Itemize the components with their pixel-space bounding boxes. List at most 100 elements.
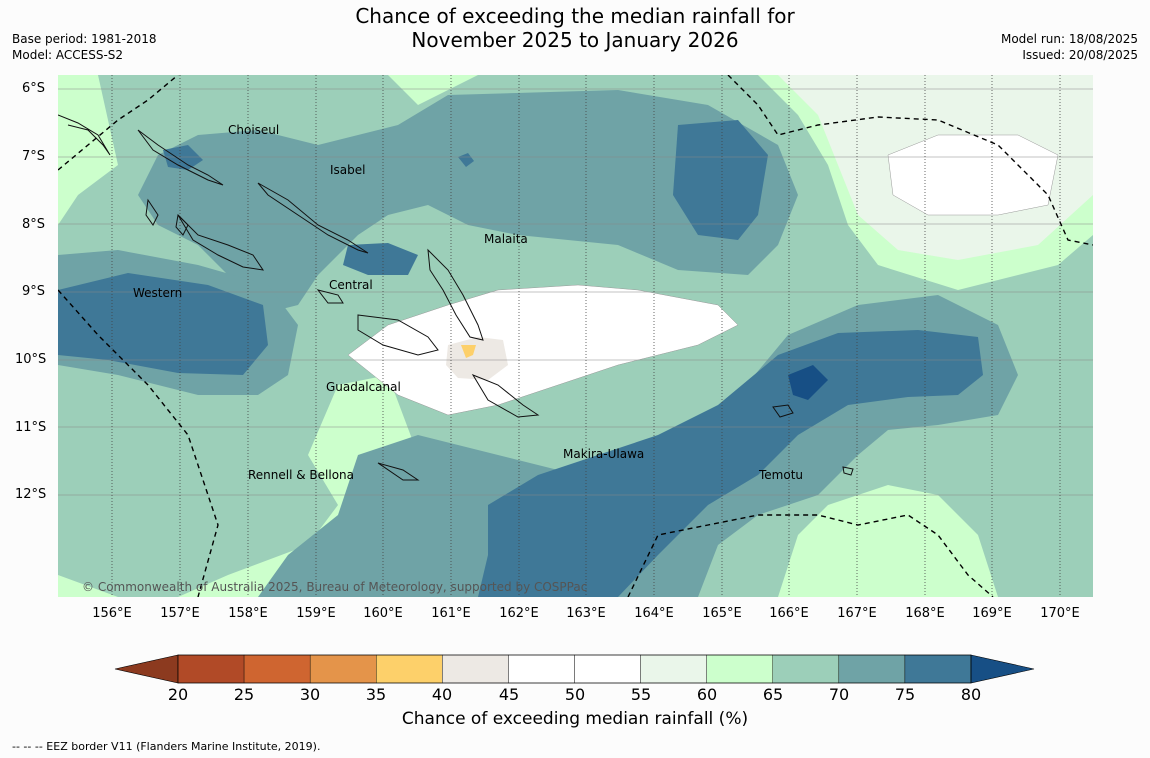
nggela-island [316, 289, 344, 304]
kolombangara-island [175, 213, 189, 236]
lon-label-167e: 167°E [837, 606, 877, 621]
meta-left: Base period: 1981-2018 Model: ACCESS-S2 [12, 31, 157, 63]
colorbar-segment [243, 654, 311, 684]
new-georgia-island [177, 214, 265, 271]
lon-label-170e: 170°E [1040, 606, 1080, 621]
colorbar-tick-70: 70 [828, 685, 850, 704]
colorbar-tick-55: 55 [630, 685, 652, 704]
title-line-1: Chance of exceeding the median rainfall … [355, 4, 795, 28]
colorbar-tick-75: 75 [894, 685, 916, 704]
contour-45-55 [348, 285, 738, 415]
colorbar-tick-50: 50 [564, 685, 586, 704]
lat-label-8s: 8°S [22, 217, 46, 232]
colorbar-above-arrow [970, 654, 1035, 684]
colorbar-segment [309, 654, 377, 684]
contour-40-45 [446, 337, 508, 380]
model-text: Model: ACCESS-S2 [12, 48, 124, 62]
colorbar-segment [442, 654, 509, 684]
contour-above-80 [788, 365, 828, 400]
copyright-text: © Commonwealth of Australia 2025, Bureau… [82, 580, 588, 594]
chart-title: Chance of exceeding the median rainfall … [0, 4, 1150, 52]
place-choiseul: Choiseul [228, 123, 280, 137]
lat-label-6s: 6°S [22, 81, 46, 96]
place-rennell-bellona: Rennell & Bellona [248, 468, 355, 482]
lat-label-12s: 12°S [15, 487, 47, 502]
meta-right: Model run: 18/08/2025 Issued: 20/08/2025 [1001, 31, 1138, 63]
place-temotu: Temotu [759, 468, 804, 482]
place-makira-ulawa: Makira-Ulawa [563, 447, 645, 461]
colorbar-frame [177, 654, 972, 684]
colorbar-tick-30: 30 [299, 685, 321, 704]
lon-label-169e: 169°E [972, 606, 1012, 621]
contour-75-80-north [673, 120, 768, 240]
lat-label-7s: 7°S [22, 149, 46, 164]
colorbar-segment [904, 654, 972, 684]
contour-35-40 [461, 345, 476, 358]
contour-75-80-small-1 [458, 153, 474, 167]
contour-45-55-east [888, 135, 1058, 215]
lon-label-163e: 163°E [566, 606, 606, 621]
lat-gridlines [58, 88, 1093, 496]
colorbar-segment [508, 654, 575, 684]
colorbar-segment [376, 654, 443, 684]
lon-label-162e: 162°E [499, 606, 539, 621]
contour-75-80-small-2 [163, 145, 203, 170]
rennell-island [377, 462, 420, 481]
choiseul-island [137, 129, 224, 186]
lon-label-168e: 168°E [905, 606, 945, 621]
colorbar-tick-25: 25 [233, 685, 255, 704]
makira-island [471, 373, 540, 418]
lon-label-165e: 165°E [702, 606, 742, 621]
colorbar-segment [772, 654, 840, 684]
contour-lines [347, 134, 1059, 416]
lon-gridlines [111, 75, 1061, 597]
coastlines [58, 114, 854, 481]
lon-label-160e: 160°E [363, 606, 403, 621]
lat-label-11s: 11°S [15, 420, 47, 435]
colorbar-segments [177, 654, 972, 684]
colorbar-tick-35: 35 [365, 685, 387, 704]
place-malaita: Malaita [484, 232, 528, 246]
lon-label-157e: 157°E [160, 606, 200, 621]
lon-label-159e: 159°E [296, 606, 336, 621]
vella-lavella-island [145, 198, 159, 226]
contour-70-75-north [138, 90, 798, 315]
lon-label-156e: 156°E [92, 606, 132, 621]
lat-label-10s: 10°S [15, 352, 47, 367]
malaita-island [427, 248, 484, 341]
colorbar-segment [706, 654, 773, 684]
colorbar-label: Chance of exceeding median rainfall (%) [401, 709, 749, 729]
colorbar-below-arrow [114, 654, 179, 684]
rainfall-map[interactable]: Choiseul Isabel Malaita Western Central … [58, 75, 1093, 597]
colorbar-tick-45: 45 [498, 685, 520, 704]
lon-label-158e: 158°E [228, 606, 268, 621]
colorbar-tick-60: 60 [696, 685, 718, 704]
lon-label-164e: 164°E [634, 606, 674, 621]
contour-75-80-west [58, 273, 268, 375]
colorbar-tick-80: 80 [960, 685, 982, 704]
colorbar-tick-65: 65 [762, 685, 784, 704]
bougainville-coast [58, 114, 111, 156]
place-guadalcanal: Guadalcanal [326, 380, 401, 394]
colorbar-tick-20: 20 [167, 685, 189, 704]
colorbar-segment [640, 654, 707, 684]
title-line-2: November 2025 to January 2026 [411, 28, 739, 52]
nendo-island [772, 404, 794, 418]
isabel-island [257, 182, 369, 254]
eez-borders [58, 75, 1093, 597]
colorbar-tick-40: 40 [431, 685, 453, 704]
place-isabel: Isabel [330, 163, 366, 177]
colorbar-segment [838, 654, 906, 684]
issued-text: Issued: 20/08/2025 [1022, 48, 1138, 62]
utupua-island [842, 466, 854, 476]
colorbar [114, 654, 1035, 684]
lon-label-166e: 166°E [769, 606, 809, 621]
eez-footnote: -- -- -- EEZ border V11 (Flanders Marine… [12, 740, 321, 753]
place-western: Western [133, 286, 183, 300]
guadalcanal-island [357, 314, 439, 356]
lon-label-161e: 161°E [431, 606, 471, 621]
model-run-text: Model run: 18/08/2025 [1000, 32, 1138, 46]
colorbar-segment [177, 654, 245, 684]
place-central: Central [329, 278, 373, 292]
base-period-text: Base period: 1981-2018 [12, 32, 157, 46]
